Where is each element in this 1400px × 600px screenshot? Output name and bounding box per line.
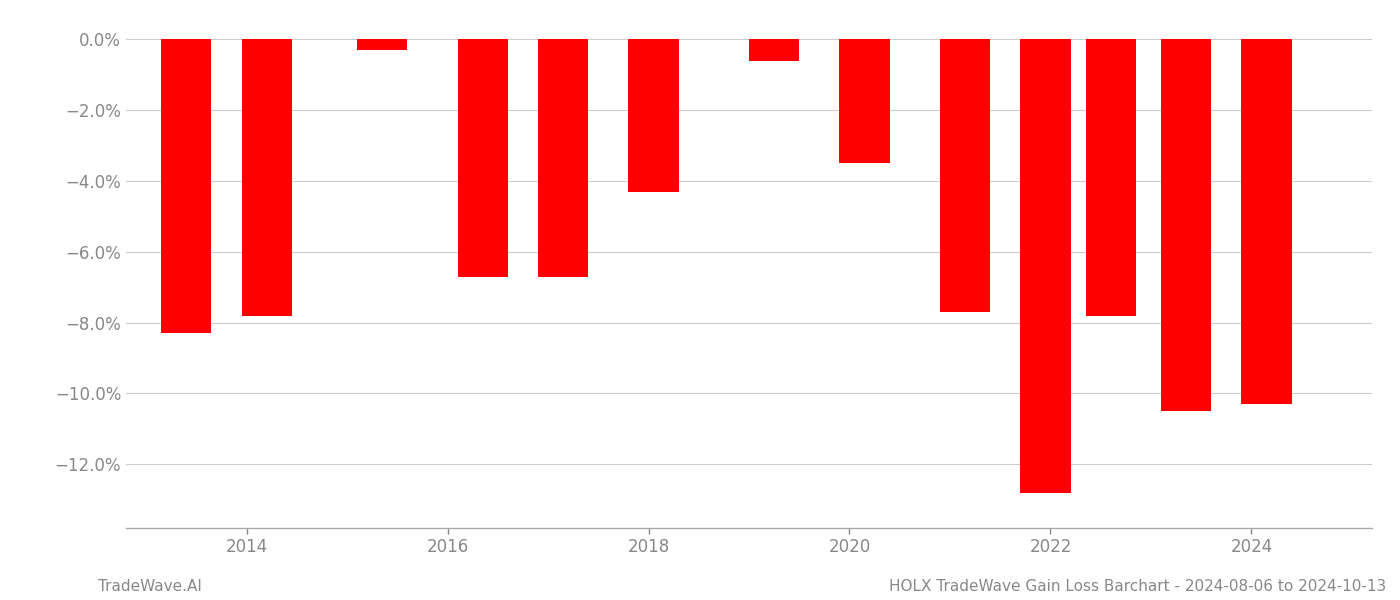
Bar [458,39,508,277]
Bar [1085,39,1135,316]
Bar [629,39,679,191]
Bar [1242,39,1292,404]
Bar [939,39,990,312]
Bar [840,39,889,163]
Bar [357,39,407,50]
Text: HOLX TradeWave Gain Loss Barchart - 2024-08-06 to 2024-10-13: HOLX TradeWave Gain Loss Barchart - 2024… [889,579,1386,594]
Bar [1021,39,1071,493]
Bar [242,39,291,316]
Bar [161,39,211,333]
Bar [1161,39,1211,411]
Bar [538,39,588,277]
Text: TradeWave.AI: TradeWave.AI [98,579,202,594]
Bar [749,39,799,61]
